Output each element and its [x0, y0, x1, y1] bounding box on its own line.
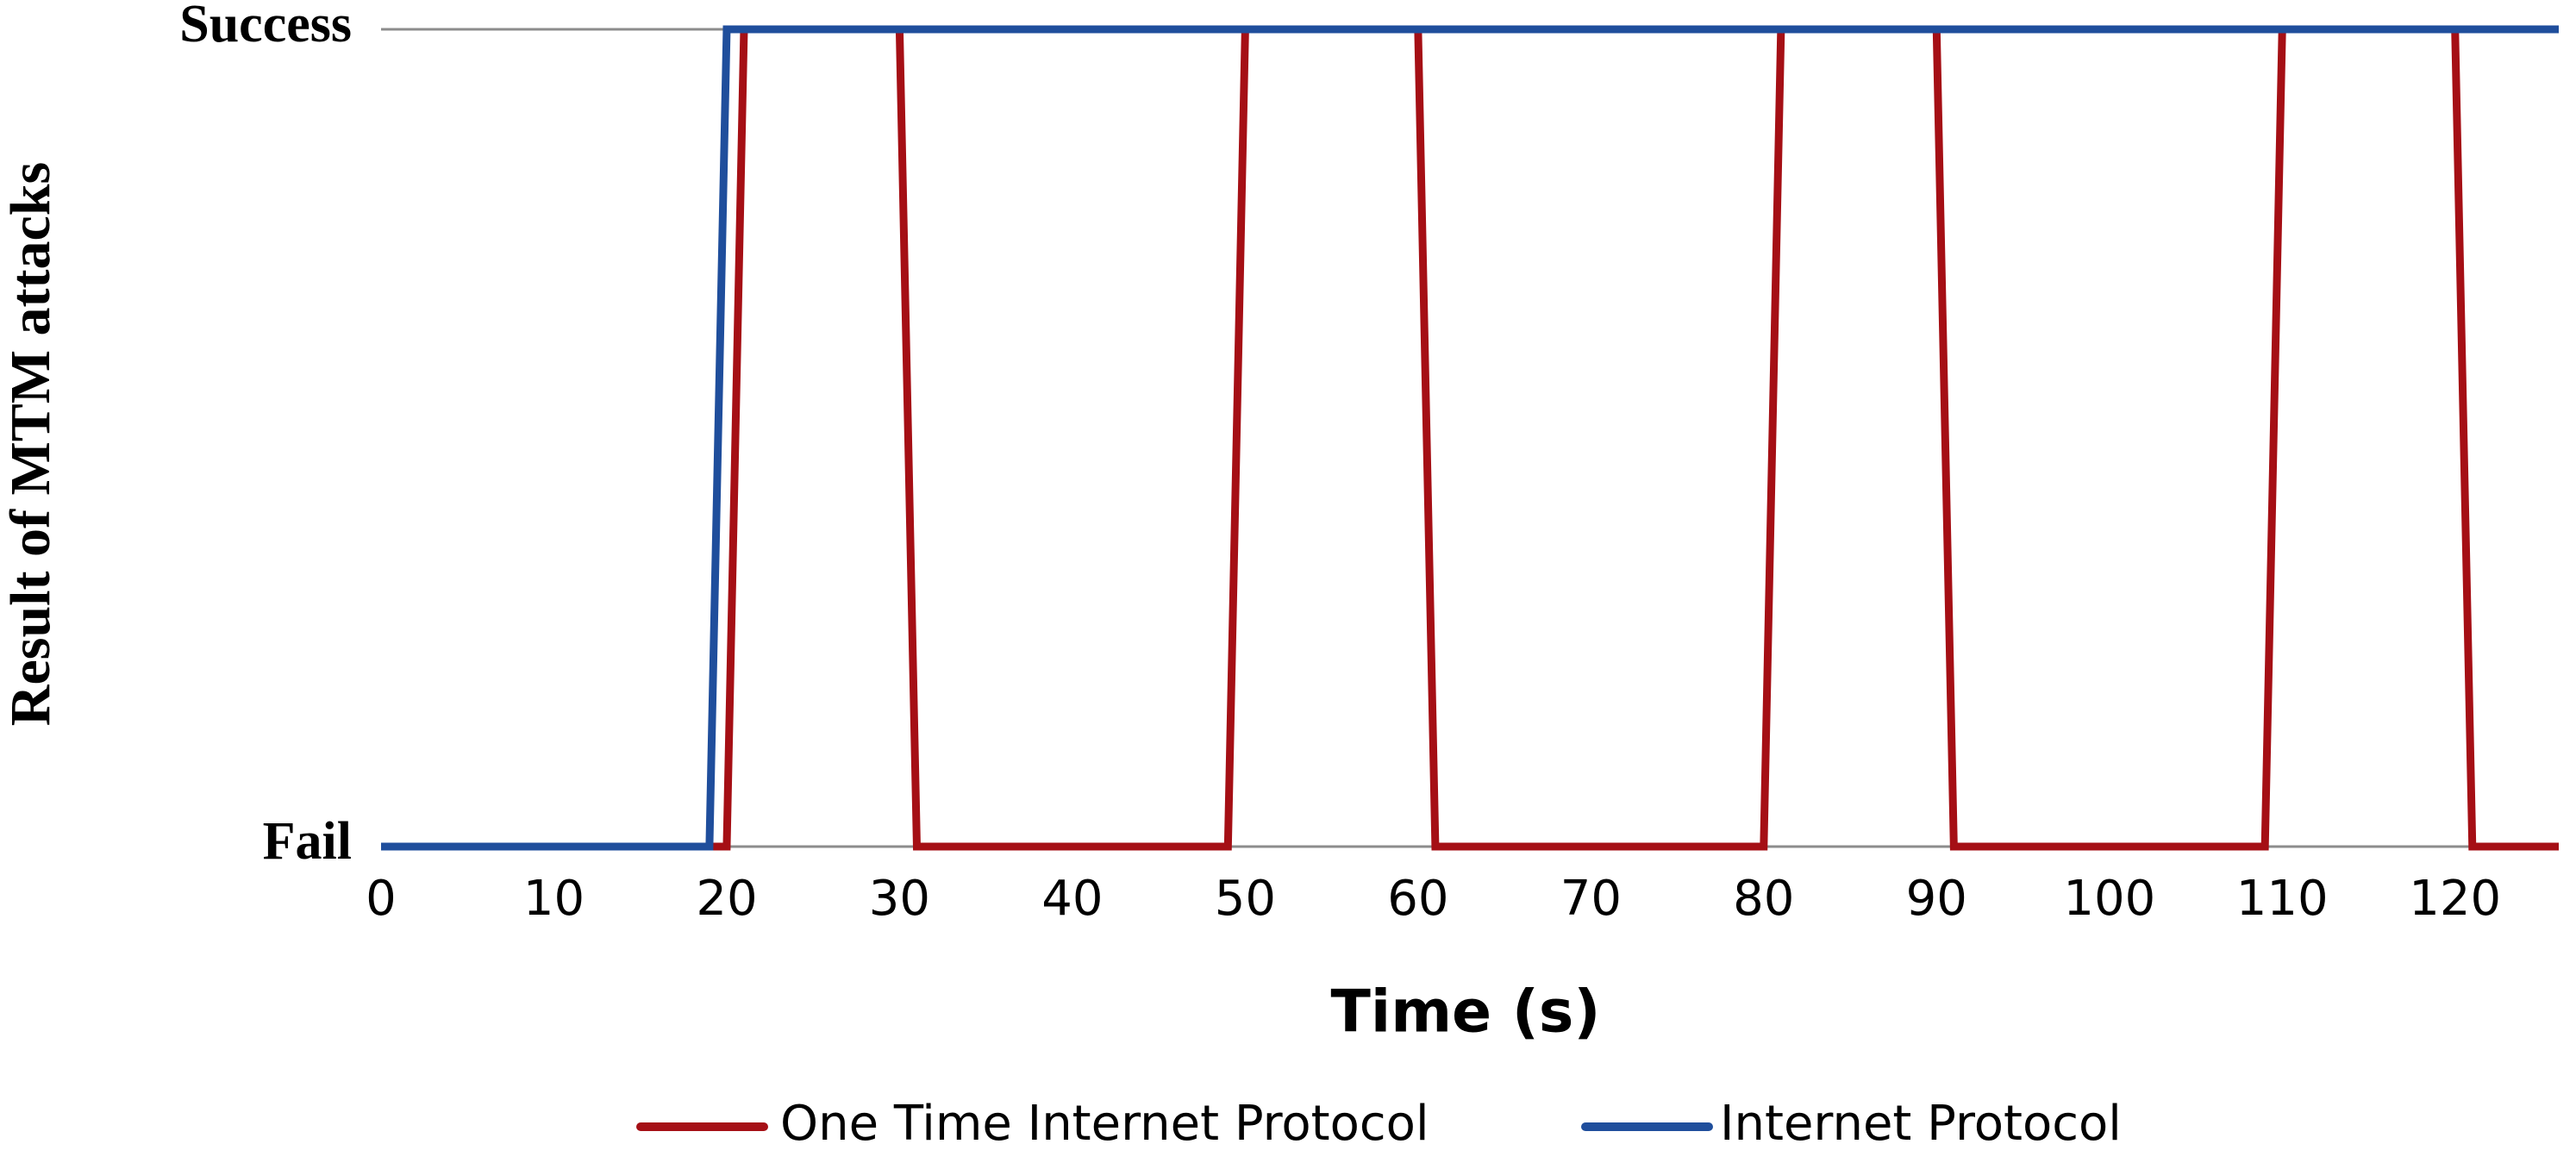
x-tick-label: 60 [1387, 871, 1448, 927]
x-tick-label: 50 [1215, 871, 1276, 927]
x-tick-label: 0 [366, 871, 397, 927]
x-tick-label: 20 [696, 871, 757, 927]
x-tick-label: 100 [2063, 871, 2155, 927]
x-tick-label: 120 [2409, 871, 2501, 927]
y-tick-label: Fail [263, 812, 352, 871]
x-axis-title: Time (s) [1331, 978, 1601, 1047]
x-tick-label: 110 [2236, 871, 2329, 927]
x-tick-label: 40 [1041, 871, 1103, 927]
y-axis-title: Result of MTM attacks [0, 162, 62, 726]
x-tick-label: 80 [1733, 871, 1794, 927]
x-tick-label: 90 [1906, 871, 1967, 927]
x-tick-label: 10 [523, 871, 585, 927]
x-tick-label: 70 [1560, 871, 1622, 927]
data-line [381, 25, 2559, 851]
data-line [381, 25, 2559, 851]
legend-label: One Time Internet Protocol [780, 1096, 1429, 1152]
x-tick-label: 30 [869, 871, 930, 927]
legend-label: Internet Protocol [1720, 1096, 2122, 1152]
y-tick-label: Success [179, 0, 352, 53]
